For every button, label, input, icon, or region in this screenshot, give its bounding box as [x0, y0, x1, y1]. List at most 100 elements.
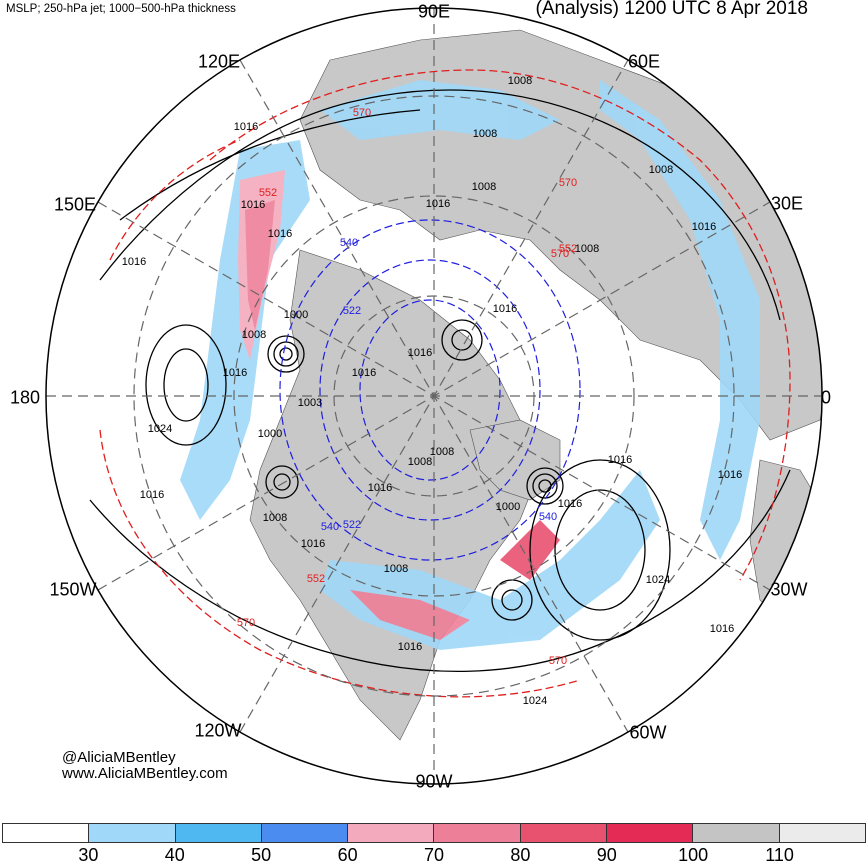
thickness-label: 522: [343, 305, 361, 317]
thickness-label: 570: [559, 177, 577, 189]
credit-handle: @AliciaMBentley: [62, 749, 176, 766]
lon-label-150e: 150E: [53, 194, 97, 215]
isobar-label: 1016: [718, 469, 742, 481]
isobar-label: 1016: [223, 367, 247, 379]
isobar-label: 1016: [426, 198, 450, 210]
isobar-label: 1016: [352, 367, 376, 379]
isobars: [89, 89, 791, 672]
thickness-cold: [279, 219, 581, 561]
isobar-label: 1016: [493, 303, 517, 315]
colorbar-swatch: [607, 824, 694, 842]
lon-label-120e: 120E: [197, 51, 241, 72]
colorbar: [2, 823, 866, 843]
land-north-america: [249, 249, 541, 741]
colorbar-swatch: [779, 824, 865, 842]
isobar-label: 1016: [608, 454, 632, 466]
isobar-label: 1016: [241, 199, 265, 211]
thickness-label: 570: [353, 107, 371, 119]
thickness-warm: [99, 69, 791, 698]
jet-band-europe: [600, 80, 760, 560]
jet-core-pacific-2: [245, 200, 275, 330]
map-disc: [46, 8, 822, 784]
isobar-label: 1016: [692, 221, 716, 233]
isobar-label: 1016: [558, 498, 582, 510]
thickness-label: 552: [559, 243, 577, 255]
colorbar-swatch: [693, 824, 780, 842]
land-africa: [749, 459, 822, 641]
isobar-label: 1008: [242, 329, 266, 341]
jet-band-siberia: [320, 80, 560, 140]
isobar-labels: 1008100810081008101610161016100810161016…: [122, 75, 742, 707]
isobar-label: 1016: [122, 256, 146, 268]
colorbar-tick-label: 30: [78, 845, 99, 865]
isobar-label: 1008: [649, 164, 673, 176]
isobar-label: 1016: [398, 641, 422, 653]
colorbar-tick-label: 70: [423, 845, 445, 865]
colorbar-tick-label: 90: [596, 845, 617, 865]
colorbar-swatch: [520, 824, 608, 842]
isobar-label: 1008: [408, 456, 432, 468]
lon-label-150w: 150W: [49, 579, 97, 600]
thickness-label: 540: [539, 511, 557, 523]
lon-label-60e: 60E: [627, 51, 661, 72]
thickness-label: 552: [259, 187, 277, 199]
graticule: [46, 8, 822, 784]
thickness-label: 570: [551, 248, 569, 260]
thickness-label: 570: [237, 617, 255, 629]
land-greenland: [469, 419, 561, 501]
thickness-label: 540: [340, 237, 358, 249]
isobar-label: 1016: [234, 121, 258, 133]
thickness-label: 540: [321, 521, 339, 533]
map-border: [45, 7, 823, 785]
isobar-label: 1016: [268, 228, 292, 240]
lon-label-30w: 30W: [770, 579, 808, 600]
isobar-label: 1024: [646, 574, 670, 586]
colorbar-swatch: [3, 824, 90, 842]
isobar-label: 1008: [430, 446, 454, 458]
jet-core-atlantic: [350, 590, 470, 640]
isobar-label: 1008: [263, 512, 287, 524]
colorbar-swatch: [348, 824, 435, 842]
isobar-label: 1016: [140, 489, 164, 501]
isobar-label: 1024: [523, 695, 547, 707]
isobar-label: 1016: [408, 347, 432, 359]
isobar-label: 1000: [496, 501, 520, 513]
lon-label-90e: 90E: [417, 1, 451, 22]
colorbar-tick-label: 50: [251, 845, 272, 865]
credit-website: www.AliciaMBentley.com: [62, 765, 228, 782]
isobar-label: 1008: [473, 128, 497, 140]
isobar-label: 1000: [258, 428, 282, 440]
isobar-label: 1000: [284, 309, 308, 321]
colorbar-tick-label: 60: [337, 845, 358, 865]
colorbar-swatch: [89, 824, 176, 842]
colorbar-swatch: [261, 824, 349, 842]
lon-label-0: 0: [820, 387, 832, 408]
isobar-label: 1016: [710, 623, 734, 635]
colorbar-swatch: [175, 824, 262, 842]
lon-label-90w: 90W: [415, 771, 453, 792]
left-title: MSLP; 250-hPa jet; 1000−500-hPa thicknes…: [6, 3, 236, 15]
thickness-label: 570: [549, 655, 567, 667]
colorbar-tick-label: 80: [510, 845, 531, 865]
lon-label-30e: 30E: [770, 193, 804, 214]
land-eurasia: [299, 29, 822, 441]
isobar-label: 1016: [301, 538, 325, 550]
thickness-label: 552: [307, 573, 325, 585]
colorbar-swatch: [434, 824, 521, 842]
lon-label-120w: 120W: [194, 720, 242, 741]
isobar-label: 1008: [575, 243, 599, 255]
colorbar-tick-label: 40: [164, 845, 185, 865]
isobar-label: 1008: [384, 563, 408, 575]
isobar-label: 1008: [472, 181, 496, 193]
colorbar-tick-label: 100: [678, 845, 709, 865]
right-title: (Analysis) 1200 UTC 8 Apr 2018: [535, 0, 808, 19]
colorbar-tick-label: 110: [765, 845, 794, 865]
isobar-label: 1008: [508, 75, 532, 87]
thickness-label: 522: [343, 519, 361, 531]
isobar-label: 1016: [368, 482, 392, 494]
lon-label-60w: 60W: [629, 722, 667, 743]
isobar-label: 1003: [298, 397, 322, 409]
isobar-label: 1024: [148, 423, 172, 435]
